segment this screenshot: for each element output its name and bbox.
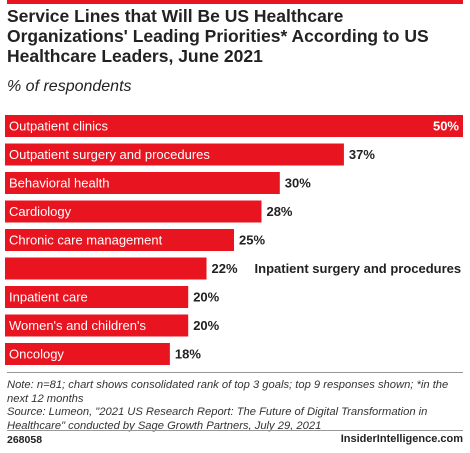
note-text: Note: n=81; chart shows consolidated ran…: [7, 379, 449, 405]
bar-behavioral-health: [5, 172, 280, 194]
bar-group-inpatient-care: Inpatient care 20%: [5, 286, 220, 308]
bar-oncology: [5, 343, 170, 365]
source-text: Source: Lumeon, "2021 US Research Report…: [7, 406, 428, 432]
chart-title: Service Lines that Will Be US Healthcare…: [7, 6, 429, 66]
chart-id: 268058: [7, 434, 43, 446]
category-label-outpatient-surgery-and-procedures: Outpatient surgery and procedures: [9, 147, 210, 162]
category-label-cardiology: Cardiology: [9, 204, 72, 219]
value-label-women-s-and-children-s: 20%: [193, 318, 219, 333]
value-label-inpatient-care: 20%: [193, 290, 219, 305]
footer-divider: [7, 372, 463, 373]
bar-outpatient-surgery-and-procedures: [5, 143, 344, 166]
category-label-inpatient-care: Inpatient care: [9, 290, 88, 305]
category-label-outpatient-clinics: Outpatient clinics: [9, 119, 108, 134]
value-label-oncology: 18%: [175, 347, 201, 362]
brand-logo: InsiderIntelligence.com: [340, 433, 463, 445]
value-label-behavioral-health: 30%: [285, 176, 311, 191]
bar-group-oncology: Oncology 18%: [5, 343, 201, 365]
bar-chart: Outpatient clinics 50% Outpatient surgery …: [5, 115, 463, 365]
bar-group-inpatient-surgery-and-procedures: Inpatient surgery and procedures 22%: [5, 257, 462, 280]
bar-group-women-s-and-children-s: Women's and children's 20%: [5, 314, 220, 337]
bar-group-behavioral-health: Behavioral health 30%: [5, 172, 311, 194]
footer-divider-bottom: [7, 430, 463, 431]
category-label-chronic-care-management: Chronic care management: [9, 233, 163, 248]
value-label-cardiology: 28%: [266, 204, 292, 219]
category-label-behavioral-health: Behavioral health: [9, 176, 109, 191]
chart-subtitle: % of respondents: [7, 78, 132, 95]
bar-cardiology: [5, 200, 262, 223]
top-accent-rule: [7, 0, 463, 4]
chart-note: Note: n=81; chart shows consolidated ran…: [7, 379, 463, 433]
bar-women-s-and-children-s: [5, 314, 189, 337]
bar-group-chronic-care-management: Chronic care management 25%: [5, 229, 265, 251]
bar-outpatient-clinics: [5, 115, 463, 137]
bar-group-outpatient-clinics: Outpatient clinics 50%: [5, 115, 463, 137]
value-label-inpatient-surgery-and-procedures: 22%: [212, 261, 238, 276]
value-label-outpatient-clinics: 50%: [433, 119, 459, 134]
bar-inpatient-surgery-and-procedures: [5, 257, 207, 280]
bar-group-outpatient-surgery-and-procedures: Outpatient surgery and procedures 37%: [5, 143, 375, 166]
category-label-oncology: Oncology: [9, 347, 64, 362]
category-label-inpatient-surgery-and-procedures: Inpatient surgery and procedures: [255, 261, 462, 276]
bar-inpatient-care: [5, 286, 189, 308]
bar-group-cardiology: Cardiology 28%: [5, 200, 293, 223]
category-label-women-s-and-children-s: Women's and children's: [9, 318, 146, 333]
value-label-chronic-care-management: 25%: [239, 233, 265, 248]
bar-chronic-care-management: [5, 229, 234, 251]
value-label-outpatient-surgery-and-procedures: 37%: [349, 147, 375, 162]
